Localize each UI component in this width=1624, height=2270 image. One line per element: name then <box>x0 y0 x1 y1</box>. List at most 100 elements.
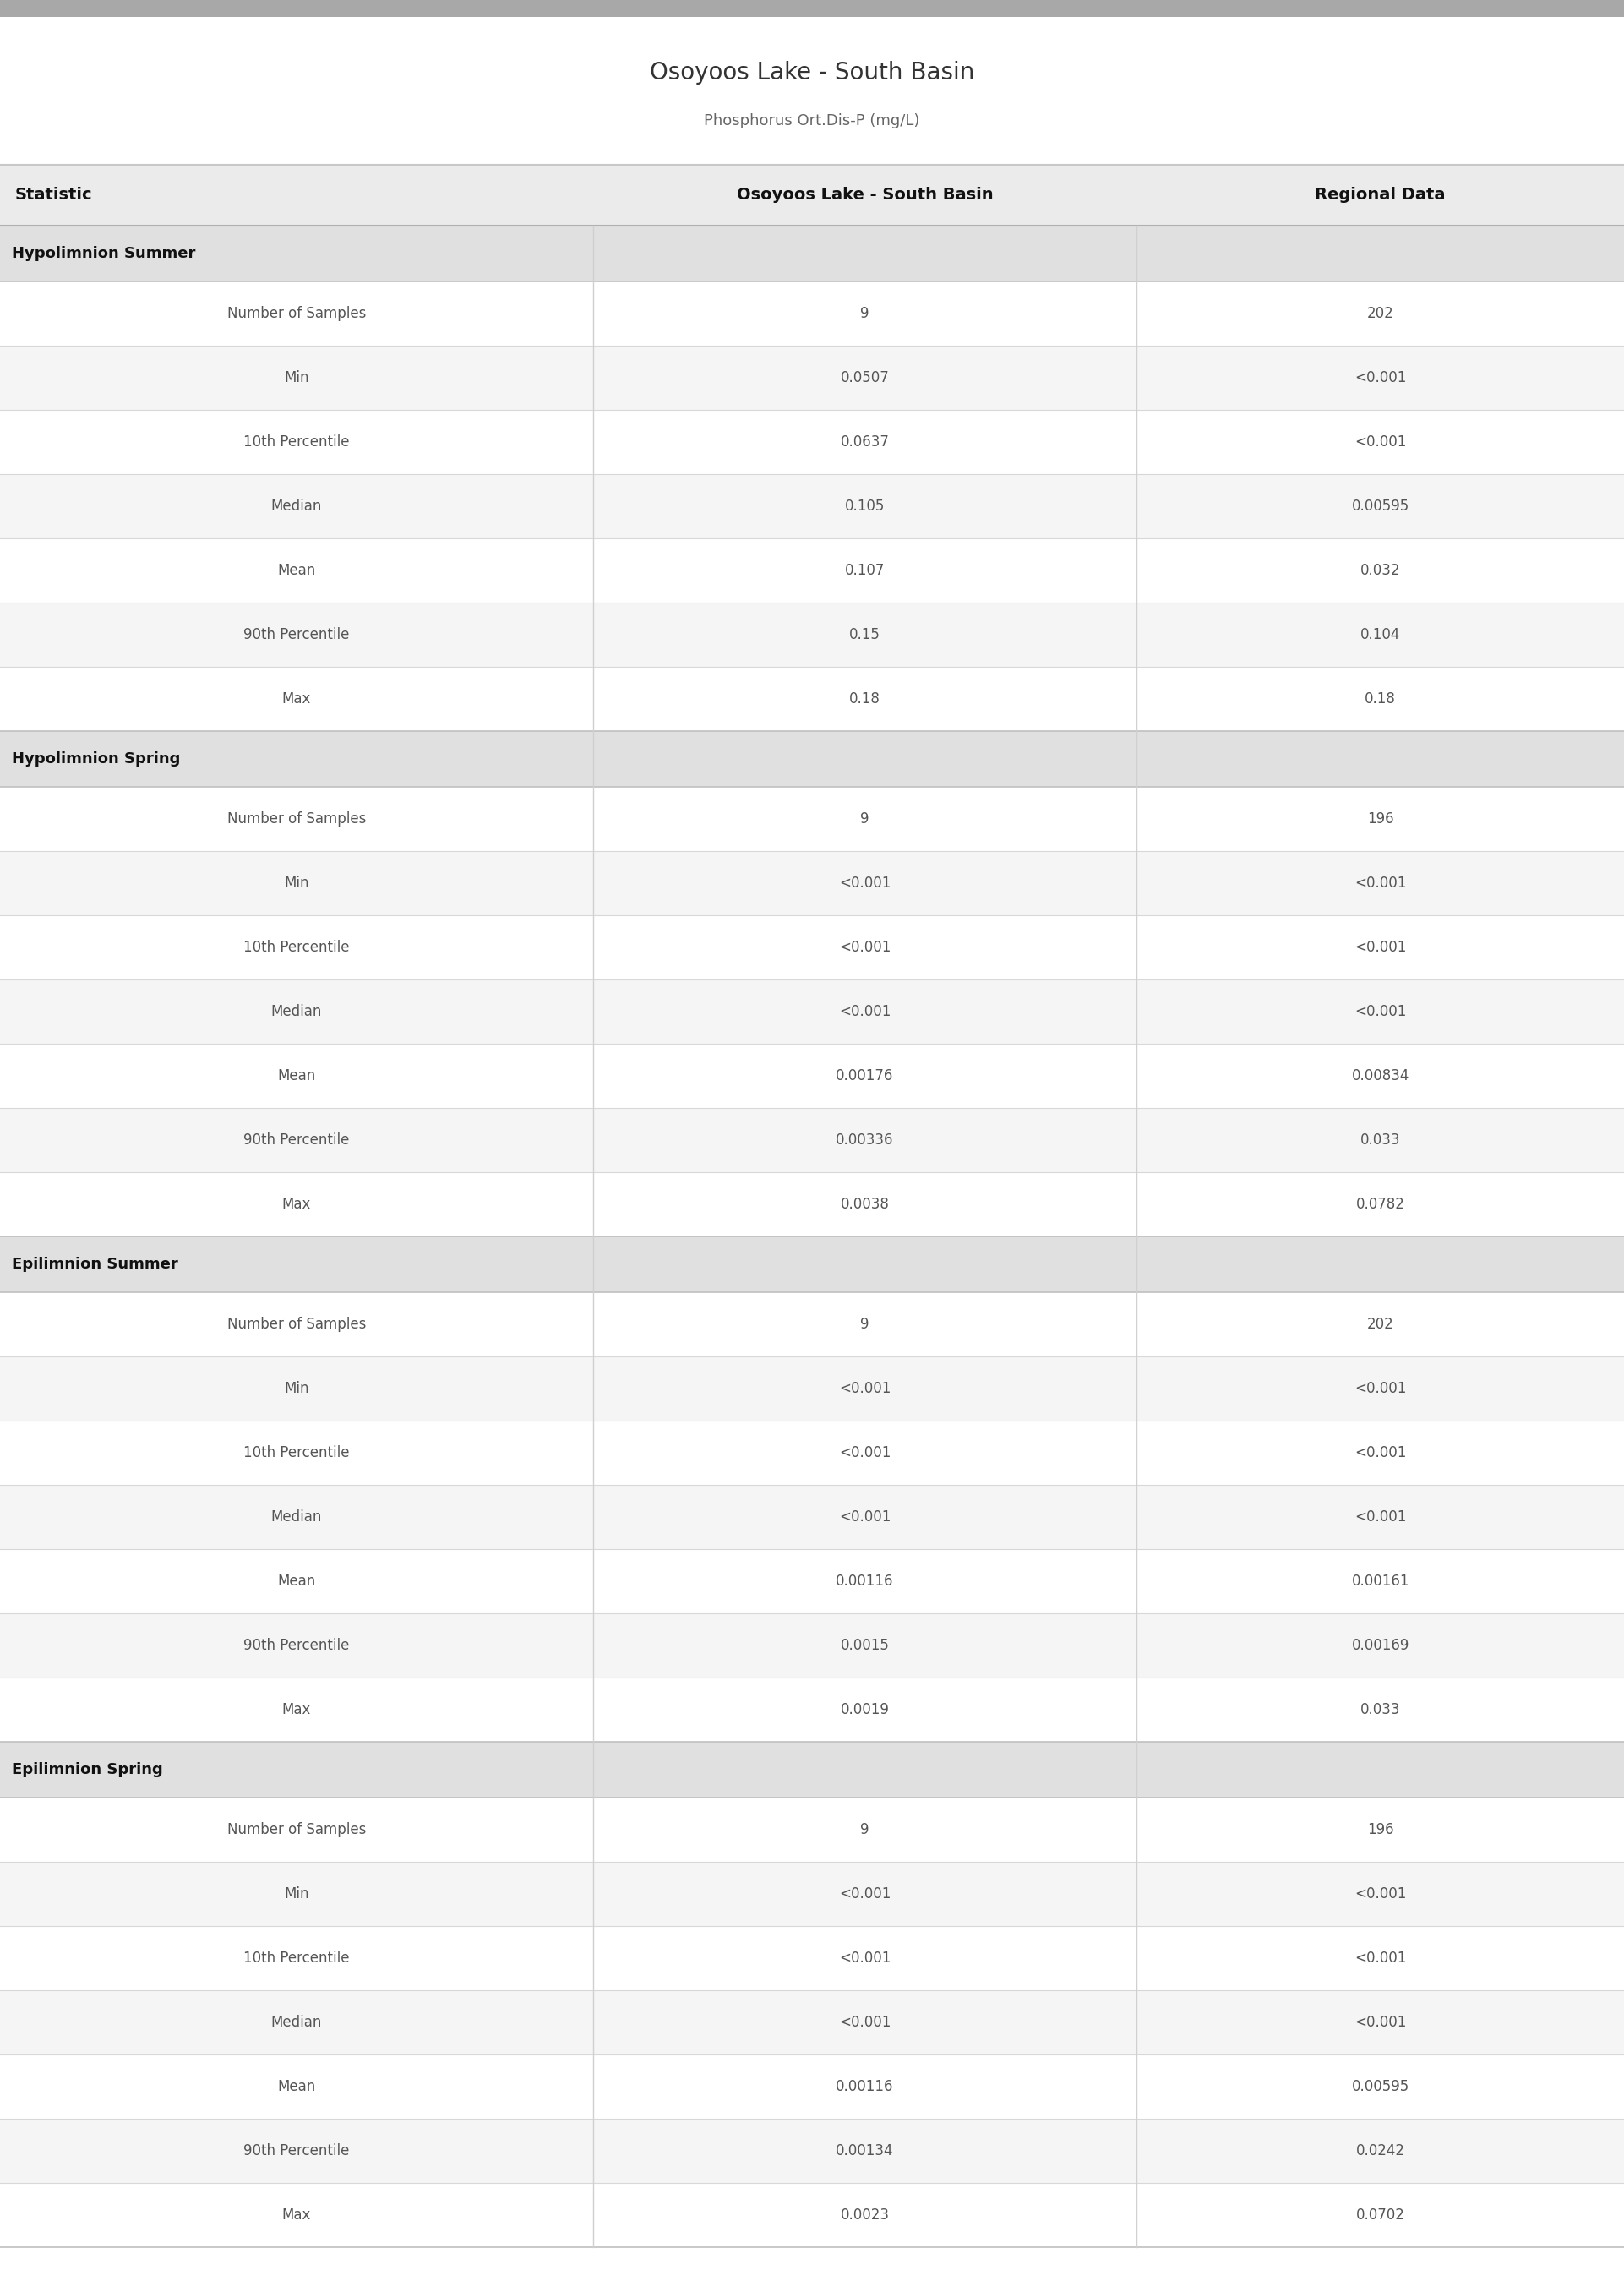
Bar <box>0 538 1624 602</box>
Text: <0.001: <0.001 <box>1354 434 1406 449</box>
Text: <0.001: <0.001 <box>1354 1380 1406 1396</box>
Text: <0.001: <0.001 <box>1354 876 1406 890</box>
Bar <box>0 345 1624 411</box>
Text: <0.001: <0.001 <box>1354 1446 1406 1460</box>
Text: <0.001: <0.001 <box>1354 370 1406 386</box>
Bar <box>0 281 1624 345</box>
Text: <0.001: <0.001 <box>840 1886 890 1902</box>
Bar <box>0 1108 1624 1171</box>
Bar <box>0 2184 1624 2247</box>
Text: Hypolimnion Spring: Hypolimnion Spring <box>11 751 180 767</box>
Text: Min: Min <box>284 1380 309 1396</box>
Text: 0.0242: 0.0242 <box>1356 2143 1405 2159</box>
Text: 196: 196 <box>1367 810 1393 826</box>
Text: 0.105: 0.105 <box>844 499 885 513</box>
Text: 0.107: 0.107 <box>844 563 885 579</box>
Bar <box>0 1614 1624 1678</box>
Text: Regional Data: Regional Data <box>1315 186 1445 204</box>
Text: <0.001: <0.001 <box>840 1510 890 1525</box>
Text: 0.00134: 0.00134 <box>836 2143 893 2159</box>
Bar <box>0 411 1624 474</box>
Text: 202: 202 <box>1367 1317 1393 1332</box>
Text: Epilimnion Spring: Epilimnion Spring <box>11 1762 162 1777</box>
Text: Osoyoos Lake - South Basin: Osoyoos Lake - South Basin <box>737 186 992 204</box>
Text: 9: 9 <box>861 306 869 320</box>
Text: Number of Samples: Number of Samples <box>227 306 365 320</box>
Text: 9: 9 <box>861 1823 869 1836</box>
Bar <box>0 978 1624 1044</box>
Bar <box>0 851 1624 915</box>
Bar <box>0 667 1624 731</box>
Bar <box>0 1925 1624 1991</box>
Text: 10th Percentile: 10th Percentile <box>244 940 349 956</box>
Bar <box>0 1237 1624 1292</box>
Bar <box>0 0 1624 16</box>
Bar <box>0 166 1624 225</box>
Text: 9: 9 <box>861 1317 869 1332</box>
Text: 0.00595: 0.00595 <box>1351 499 1410 513</box>
Text: Median: Median <box>271 2016 322 2029</box>
Bar <box>0 1171 1624 1237</box>
Text: <0.001: <0.001 <box>840 1003 890 1019</box>
Text: 9: 9 <box>861 810 869 826</box>
Text: Max: Max <box>283 692 310 706</box>
Text: Mean: Mean <box>278 1573 315 1589</box>
Bar <box>0 1678 1624 1741</box>
Text: Number of Samples: Number of Samples <box>227 1317 365 1332</box>
Bar <box>0 1421 1624 1485</box>
Text: 10th Percentile: 10th Percentile <box>244 1950 349 1966</box>
Text: 0.00116: 0.00116 <box>836 2079 893 2095</box>
Text: <0.001: <0.001 <box>1354 1950 1406 1966</box>
Text: 0.15: 0.15 <box>849 627 880 642</box>
Text: 0.0023: 0.0023 <box>840 2206 890 2222</box>
Text: <0.001: <0.001 <box>840 1950 890 1966</box>
Text: 0.0507: 0.0507 <box>840 370 890 386</box>
Text: Phosphorus Ort.Dis-P (mg/L): Phosphorus Ort.Dis-P (mg/L) <box>705 114 919 127</box>
Text: Min: Min <box>284 1886 309 1902</box>
Text: Number of Samples: Number of Samples <box>227 1823 365 1836</box>
Text: 90th Percentile: 90th Percentile <box>244 2143 349 2159</box>
Bar <box>0 1741 1624 1798</box>
Text: 0.00161: 0.00161 <box>1351 1573 1410 1589</box>
Text: <0.001: <0.001 <box>1354 1886 1406 1902</box>
Text: <0.001: <0.001 <box>840 2016 890 2029</box>
Text: 10th Percentile: 10th Percentile <box>244 434 349 449</box>
Text: Median: Median <box>271 1510 322 1525</box>
Bar <box>0 1861 1624 1925</box>
Text: 0.0038: 0.0038 <box>840 1196 890 1212</box>
Text: Max: Max <box>283 2206 310 2222</box>
Text: <0.001: <0.001 <box>1354 2016 1406 2029</box>
Text: 202: 202 <box>1367 306 1393 320</box>
Text: 0.00834: 0.00834 <box>1351 1069 1410 1083</box>
Bar <box>0 16 1624 166</box>
Bar <box>0 1292 1624 1357</box>
Text: Mean: Mean <box>278 563 315 579</box>
Text: 0.0782: 0.0782 <box>1356 1196 1405 1212</box>
Text: Max: Max <box>283 1196 310 1212</box>
Text: 90th Percentile: 90th Percentile <box>244 627 349 642</box>
Text: 0.00169: 0.00169 <box>1351 1639 1410 1653</box>
Text: <0.001: <0.001 <box>1354 1003 1406 1019</box>
Text: 0.18: 0.18 <box>1364 692 1397 706</box>
Bar <box>0 474 1624 538</box>
Text: Osoyoos Lake - South Basin: Osoyoos Lake - South Basin <box>650 61 974 84</box>
Text: 0.0019: 0.0019 <box>840 1702 890 1718</box>
Text: <0.001: <0.001 <box>840 1446 890 1460</box>
Text: 0.032: 0.032 <box>1361 563 1400 579</box>
Bar <box>0 1044 1624 1108</box>
Text: Mean: Mean <box>278 1069 315 1083</box>
Text: 196: 196 <box>1367 1823 1393 1836</box>
Bar <box>0 1485 1624 1548</box>
Bar <box>0 915 1624 978</box>
Text: 0.0015: 0.0015 <box>840 1639 890 1653</box>
Text: 10th Percentile: 10th Percentile <box>244 1446 349 1460</box>
Text: Median: Median <box>271 499 322 513</box>
Bar <box>0 1357 1624 1421</box>
Text: <0.001: <0.001 <box>840 876 890 890</box>
Bar <box>0 731 1624 788</box>
Text: Epilimnion Summer: Epilimnion Summer <box>11 1258 179 1271</box>
Bar <box>0 1548 1624 1614</box>
Text: Min: Min <box>284 876 309 890</box>
Text: <0.001: <0.001 <box>840 1380 890 1396</box>
Text: <0.001: <0.001 <box>1354 1510 1406 1525</box>
